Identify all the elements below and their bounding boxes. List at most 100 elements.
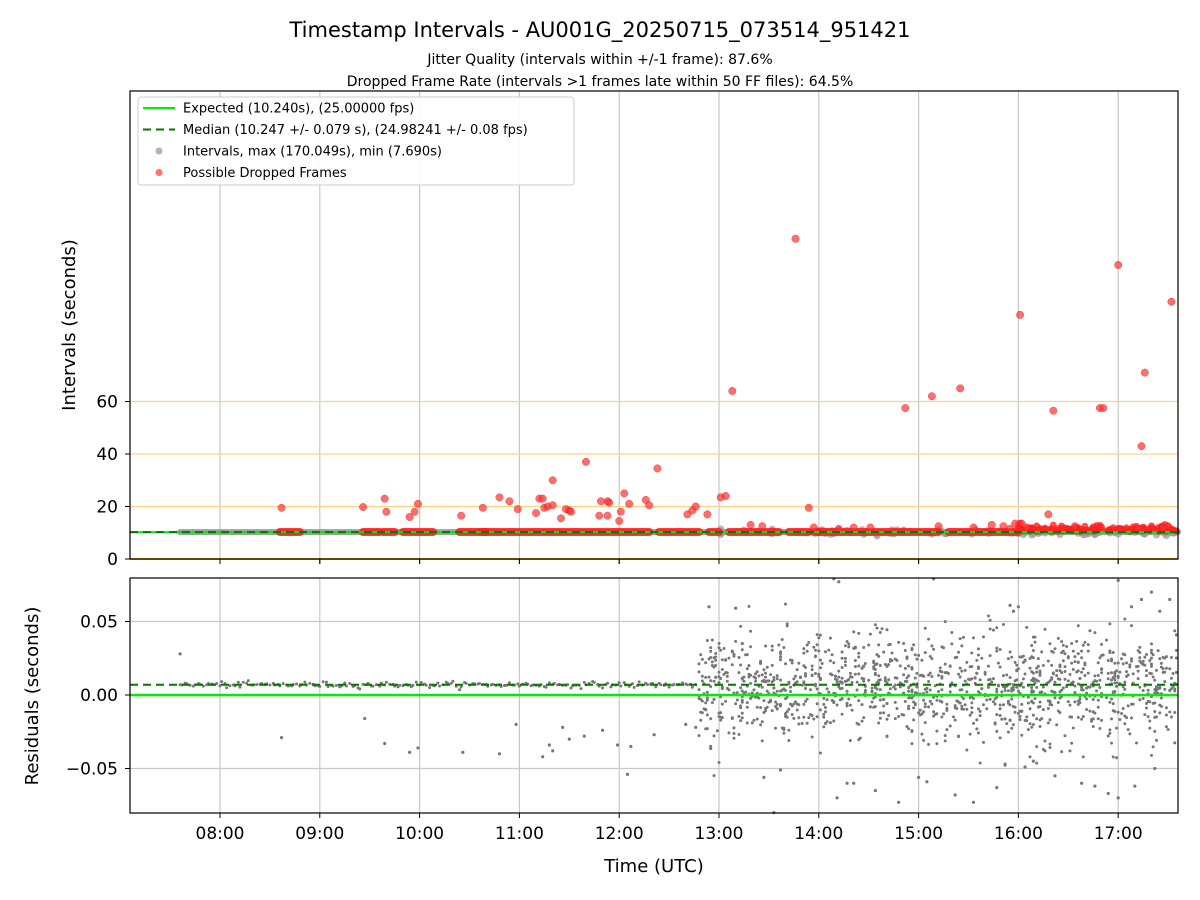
- dropped-frame-point: [849, 523, 858, 532]
- residual-point: [1173, 741, 1177, 745]
- residual-point: [1123, 722, 1127, 726]
- residual-point: [769, 673, 773, 677]
- residual-point: [1121, 662, 1125, 666]
- residual-point: [915, 671, 919, 675]
- residual-point: [569, 686, 573, 690]
- residual-point: [802, 702, 806, 706]
- residual-point: [1130, 657, 1134, 661]
- residual-point: [1076, 699, 1080, 703]
- residual-point: [279, 736, 284, 740]
- residual-point: [712, 697, 716, 701]
- residual-point: [1015, 663, 1019, 667]
- residual-point: [840, 650, 844, 654]
- residual-point: [1153, 701, 1157, 705]
- residual-point: [720, 716, 724, 720]
- residual-point: [1085, 697, 1089, 701]
- residual-point: [840, 676, 844, 680]
- residual-point: [1033, 635, 1037, 639]
- residual-point: [1055, 723, 1059, 727]
- intervals-y-tick-label: 60: [96, 393, 118, 413]
- residual-point: [907, 689, 911, 693]
- residual-point: [995, 687, 999, 691]
- dropped-frame-point: [987, 520, 996, 529]
- dropped-frame-point: [382, 507, 391, 516]
- residual-point: [1108, 731, 1112, 735]
- residual-point: [458, 688, 462, 692]
- dropped-frame-point: [595, 511, 604, 520]
- residual-point: [1149, 651, 1153, 655]
- residual-point: [857, 672, 861, 676]
- residual-point: [629, 744, 633, 749]
- residual-point: [178, 652, 182, 656]
- dropped-frame-point: [615, 516, 624, 525]
- residual-point: [737, 671, 741, 675]
- residual-point: [975, 727, 979, 731]
- residual-point: [1060, 671, 1064, 675]
- residual-point: [1158, 657, 1162, 661]
- residual-point: [760, 685, 764, 689]
- residual-point: [970, 711, 974, 715]
- residual-point: [1035, 717, 1039, 721]
- residual-point: [1081, 643, 1085, 647]
- dropped-frame-point: [1016, 310, 1025, 319]
- residual-point: [837, 675, 841, 679]
- residual-point: [968, 732, 972, 736]
- residual-point: [1073, 700, 1077, 704]
- residual-point: [877, 643, 881, 647]
- residual-point: [704, 675, 708, 679]
- residual-point: [1149, 753, 1153, 757]
- residual-point: [910, 666, 914, 670]
- residual-point: [1065, 645, 1069, 649]
- residual-point: [991, 700, 995, 704]
- residual-point: [699, 718, 703, 722]
- residual-point: [803, 674, 807, 678]
- residual-point: [843, 660, 847, 664]
- residual-point: [1038, 700, 1042, 704]
- dropped-frame-point: [1049, 406, 1058, 415]
- residual-point: [1169, 655, 1173, 659]
- residual-point: [803, 672, 807, 676]
- residual-point: [749, 696, 753, 700]
- residual-point: [1013, 660, 1017, 664]
- residual-point: [907, 696, 911, 700]
- residual-point: [1106, 671, 1110, 675]
- dropped-frame-point: [380, 494, 389, 503]
- residual-point: [747, 604, 751, 608]
- residual-point: [228, 684, 232, 688]
- dropped-frame-point: [1164, 522, 1173, 531]
- residual-point: [976, 731, 980, 735]
- residual-point: [1125, 670, 1129, 674]
- x-tick-label: 15:00: [894, 824, 943, 844]
- residual-point: [757, 674, 761, 678]
- residual-point: [740, 641, 744, 646]
- residual-point: [971, 636, 975, 640]
- residual-point: [805, 721, 809, 725]
- residual-point: [893, 687, 897, 691]
- residual-point: [988, 627, 992, 631]
- dropped-frame-point: [581, 457, 590, 466]
- residual-point: [823, 705, 827, 709]
- residual-point: [940, 688, 944, 692]
- residual-point: [1056, 701, 1060, 705]
- dropped-frame-point: [956, 384, 965, 393]
- residual-point: [975, 718, 979, 722]
- residual-point: [882, 650, 886, 654]
- residual-point: [724, 699, 728, 703]
- residual-point: [1139, 597, 1144, 602]
- residual-point: [645, 683, 649, 687]
- residual-point: [887, 678, 891, 682]
- residual-point: [715, 729, 719, 733]
- residual-point: [1083, 661, 1087, 665]
- residual-point: [1080, 717, 1084, 721]
- residual-point: [775, 677, 779, 681]
- residuals-y-axis-label: Residuals (seconds): [22, 607, 43, 786]
- residual-point: [1164, 725, 1168, 729]
- residual-point: [818, 658, 822, 662]
- residual-point: [822, 715, 826, 719]
- residual-point: [882, 704, 886, 708]
- residual-point: [1126, 673, 1130, 677]
- residual-point: [843, 663, 847, 667]
- residual-point: [1035, 685, 1039, 689]
- dropped-frame-point: [616, 507, 625, 516]
- residual-point: [1063, 665, 1067, 669]
